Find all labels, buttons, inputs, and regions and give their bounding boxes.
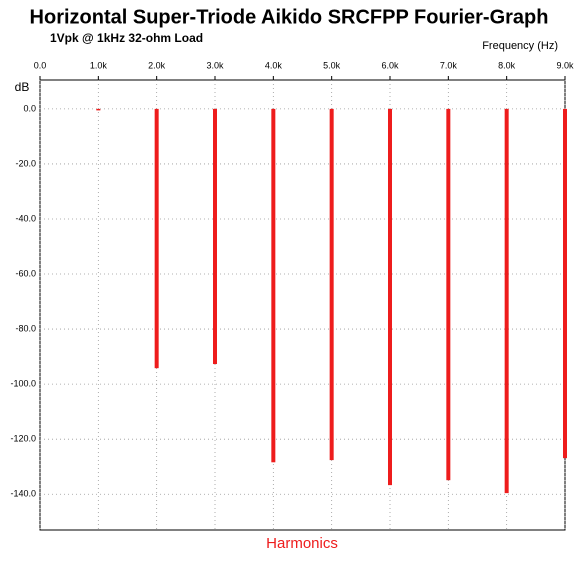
- y-axis-label: dB: [15, 80, 30, 94]
- bar: [388, 108, 392, 486]
- x-tick-label: 5.0k: [323, 60, 341, 70]
- chart-subtitle: 1Vpk @ 1kHz 32-ohm Load: [50, 31, 203, 45]
- x-tick-label: 4.0k: [265, 60, 283, 70]
- y-tick-label: -40.0: [15, 213, 36, 223]
- y-tick-label: -20.0: [15, 158, 36, 168]
- x-tick-label: 6.0k: [381, 60, 399, 70]
- x-tick-label: 0.0: [34, 60, 47, 70]
- bar: [96, 108, 101, 111]
- x-tick-label: 3.0k: [206, 60, 224, 70]
- x-tick-label: 2.0k: [148, 60, 166, 70]
- bar: [446, 108, 451, 481]
- bar: [213, 108, 217, 365]
- y-tick-label: -100.0: [10, 379, 36, 389]
- bar: [154, 108, 159, 369]
- y-tick-label: -60.0: [15, 268, 36, 278]
- x-tick-label: 7.0k: [440, 60, 458, 70]
- y-tick-label: -80.0: [15, 323, 36, 333]
- y-tick-label: -140.0: [10, 489, 36, 499]
- plot-frame: [39, 79, 566, 531]
- x-tick-label: 8.0k: [498, 60, 516, 70]
- y-tick-label: 0.0: [23, 103, 36, 113]
- bar: [329, 108, 334, 461]
- x-axis-label: Frequency (Hz): [482, 40, 558, 52]
- bar: [504, 108, 509, 494]
- bottom-label: Harmonics: [266, 535, 338, 552]
- y-tick-label: -120.0: [10, 434, 36, 444]
- chart-title: Horizontal Super-Triode Aikido SRCFPP Fo…: [30, 6, 549, 28]
- bar: [271, 108, 276, 463]
- bar: [563, 108, 567, 459]
- x-tick-label: 9.0k: [556, 60, 574, 70]
- x-tick-label: 1.0k: [90, 60, 108, 70]
